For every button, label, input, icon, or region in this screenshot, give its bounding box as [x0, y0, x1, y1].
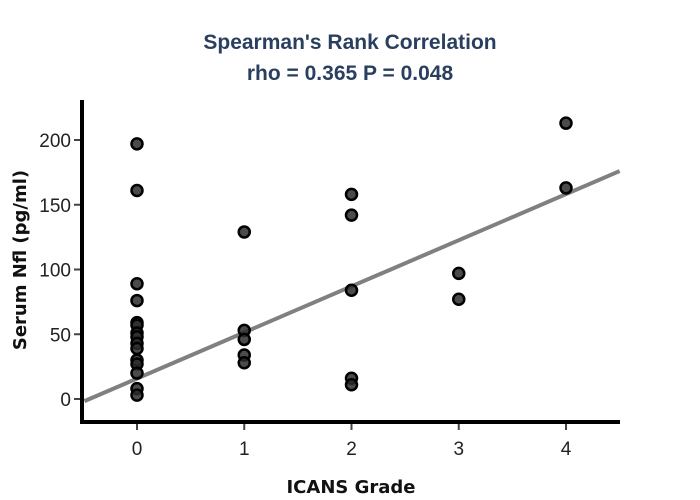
x-tick-label: 3	[453, 439, 464, 460]
chart-title: Spearman's Rank Correlation	[203, 31, 496, 54]
data-point	[344, 187, 359, 202]
x-tick-label: 0	[132, 439, 143, 460]
data-point	[237, 225, 251, 239]
data-point	[130, 183, 144, 198]
data-point	[237, 332, 251, 347]
x-axis-title: ICANS Grade	[286, 477, 415, 498]
data-point	[130, 293, 144, 308]
data-point	[130, 137, 144, 151]
x-tick-label: 4	[561, 439, 572, 460]
data-point	[130, 276, 144, 291]
data-point	[344, 208, 359, 222]
data-point	[130, 388, 144, 402]
y-tick-label: 150	[39, 196, 71, 217]
y-tick-label: 0	[60, 390, 71, 411]
y-tick-label: 200	[39, 131, 71, 152]
data-point	[559, 116, 573, 130]
data-point	[130, 366, 144, 380]
data-point	[344, 378, 359, 392]
y-axis-title: Serum Nfl (pg/ml)	[10, 170, 31, 350]
chart-subtitle: rho = 0.365 P = 0.048	[247, 62, 454, 85]
ticks-layer: 0 1 2 3 4 0 50 100 150 200	[39, 131, 571, 460]
x-tick-label: 2	[346, 439, 357, 460]
data-point	[452, 292, 466, 307]
y-tick-label: 100	[39, 261, 71, 282]
data-point	[559, 181, 573, 195]
data-point	[237, 355, 251, 370]
y-tick-label: 50	[50, 325, 71, 346]
axes-layer	[80, 100, 620, 424]
data-point	[344, 283, 359, 297]
points-layer	[130, 116, 573, 402]
data-point	[452, 266, 466, 281]
x-tick-label: 1	[239, 439, 250, 460]
data-point	[130, 341, 144, 356]
